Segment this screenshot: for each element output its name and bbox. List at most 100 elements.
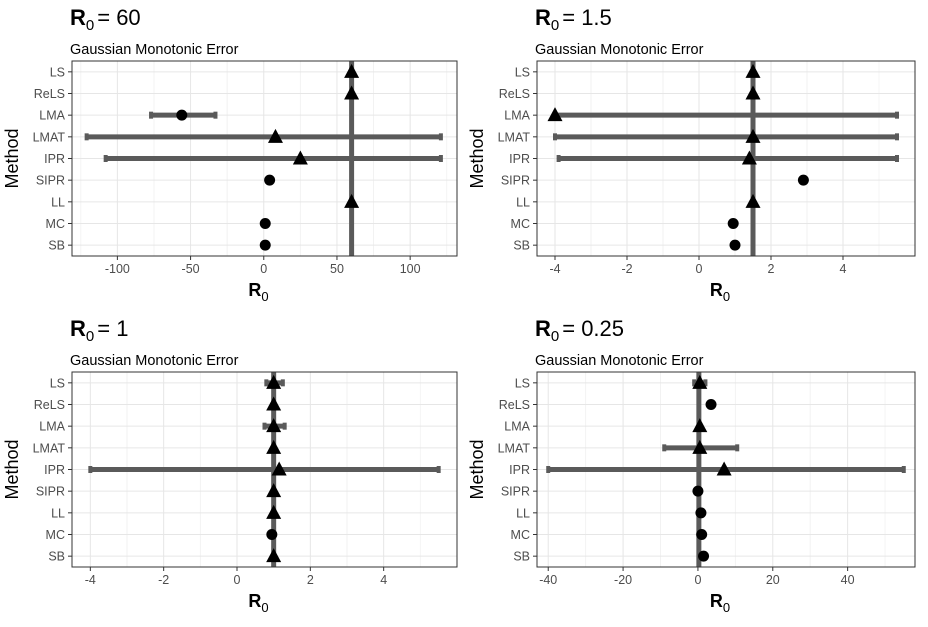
y-tick-label: IPR [509, 152, 530, 166]
panel-subtitle: Gaussian Monotonic Error [70, 353, 239, 369]
y-tick-label: LL [51, 195, 65, 209]
x-tick-label: -4 [549, 262, 560, 276]
y-tick-label: LMAT [33, 130, 66, 144]
x-tick-label: 4 [840, 262, 847, 276]
panel-subtitle: Gaussian Monotonic Error [70, 42, 239, 58]
y-tick-label: MC [46, 528, 65, 542]
point-triangle-rels [745, 85, 761, 100]
y-tick-label: LL [51, 506, 65, 520]
point-triangle-lma [266, 418, 282, 433]
x-tick-label: 2 [307, 573, 314, 587]
x-tick-label: 0 [694, 573, 701, 587]
panel-title-subscript: 0 [86, 328, 94, 345]
y-tick-label: LMAT [33, 441, 66, 455]
x-tick-label: 0 [260, 262, 267, 276]
panel-title-symbol: R [535, 5, 551, 30]
panel-title-subscript: 0 [551, 328, 559, 345]
x-tick-label: 2 [768, 262, 775, 276]
panel-title-symbol: R [535, 316, 551, 341]
panel-title: R0 = 0.25 [535, 316, 624, 345]
point-triangle-ipr [271, 461, 287, 476]
y-tick-label: IPR [44, 152, 65, 166]
point-triangle-lma [692, 418, 708, 433]
point-circle-mc [259, 218, 271, 229]
y-tick-label: LMA [504, 109, 530, 123]
panel-title-value: = 60 [97, 5, 140, 30]
x-tick-label: -2 [621, 262, 632, 276]
x-tick-label: 40 [841, 573, 855, 587]
point-circle-lma [176, 109, 188, 121]
x-axis-title: R0 [710, 591, 730, 615]
x-axis-title-subscript: 0 [261, 600, 268, 615]
point-triangle-ipr [716, 461, 732, 476]
point-triangle-lmat [745, 128, 761, 143]
x-axis-title: R0 [710, 280, 730, 304]
x-axis-title-subscript: 0 [723, 600, 730, 615]
y-tick-label: MC [511, 528, 530, 542]
panel-title-value: = 1.5 [562, 5, 612, 30]
y-axis-title: Method [467, 128, 487, 188]
point-circle-mc [696, 529, 708, 540]
point-circle-ll [695, 507, 707, 519]
x-tick-label: -100 [105, 262, 130, 276]
y-tick-label: SIPR [36, 485, 65, 499]
y-tick-label: LS [515, 65, 530, 79]
y-tick-label: LL [516, 195, 530, 209]
x-tick-label: 0 [696, 262, 703, 276]
x-axis-title: R0 [248, 280, 268, 304]
x-tick-label: -2 [158, 573, 169, 587]
x-tick-label: 20 [766, 573, 780, 587]
x-axis-title-symbol: R [710, 280, 723, 300]
y-tick-label: LS [515, 376, 530, 390]
point-triangle-ipr [292, 150, 308, 165]
point-triangle-sb [266, 548, 282, 563]
y-tick-label: LMAT [498, 441, 531, 455]
point-circle-sb [729, 239, 741, 251]
y-tick-label: SIPR [36, 174, 65, 188]
point-circle-sipr [692, 485, 704, 497]
point-triangle-ll [344, 193, 360, 208]
panel-subtitle: Gaussian Monotonic Error [535, 42, 704, 58]
x-tick-label: -4 [85, 573, 96, 587]
point-triangle-lmat [266, 439, 282, 454]
point-triangle-sipr [266, 483, 282, 498]
y-tick-label: IPR [44, 463, 65, 477]
y-tick-label: SB [48, 550, 65, 564]
y-axis-title: Method [2, 439, 22, 499]
point-triangle-rels [266, 396, 282, 411]
x-tick-label: 4 [380, 573, 387, 587]
y-tick-label: IPR [509, 463, 530, 477]
point-circle-mc [727, 218, 739, 229]
y-tick-label: SB [48, 239, 65, 253]
point-triangle-ipr [741, 150, 757, 165]
panel-title-symbol: R [70, 316, 86, 341]
y-tick-label: MC [511, 217, 530, 231]
point-triangle-ls [692, 374, 708, 389]
x-tick-label: 100 [400, 262, 421, 276]
x-tick-label: 0 [234, 573, 241, 587]
point-triangle-lmat [692, 439, 708, 454]
x-axis-title-subscript: 0 [261, 289, 268, 304]
y-tick-label: ReLS [34, 87, 65, 101]
panel-title: R0 = 1.5 [535, 5, 612, 34]
y-tick-label: LMA [39, 420, 65, 434]
panel-title-value: = 1 [97, 316, 128, 341]
point-triangle-ls [266, 374, 282, 389]
x-tick-label: -20 [614, 573, 632, 587]
y-tick-label: SB [513, 550, 530, 564]
point-triangle-ls [745, 63, 761, 78]
y-tick-label: LMA [39, 109, 65, 123]
point-circle-sb [698, 550, 710, 562]
y-tick-label: LMAT [498, 130, 531, 144]
y-tick-label: MC [46, 217, 65, 231]
point-triangle-rels [344, 85, 360, 100]
y-tick-label: ReLS [499, 398, 530, 412]
panel-subtitle: Gaussian Monotonic Error [535, 353, 704, 369]
y-axis-title: Method [467, 439, 487, 499]
panel-title: R0 = 60 [70, 5, 141, 34]
y-tick-label: ReLS [34, 398, 65, 412]
